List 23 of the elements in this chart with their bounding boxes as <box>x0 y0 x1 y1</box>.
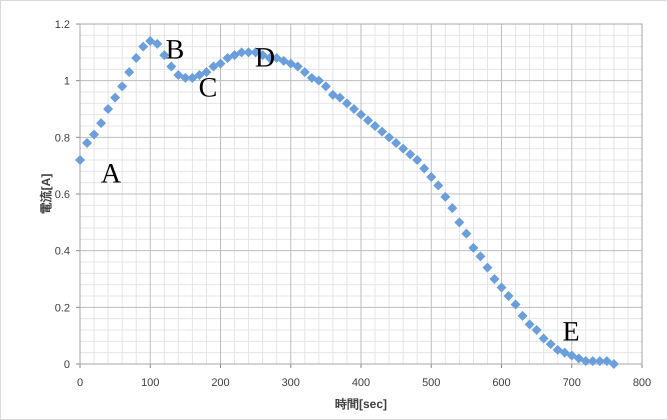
x-axis-title: 時間[sec] <box>334 397 388 411</box>
x-tick-label: 400 <box>352 377 370 389</box>
y-tick-label: 1.2 <box>54 19 70 31</box>
y-tick-label: 0.6 <box>54 189 70 201</box>
annotation: B <box>166 34 184 66</box>
x-tick-label: 700 <box>562 377 581 389</box>
y-tick-label: 0.2 <box>54 302 70 314</box>
x-tick-label: 200 <box>211 377 230 389</box>
x-tick-label: 0 <box>76 377 84 389</box>
y-tick-label: 0.4 <box>54 246 70 258</box>
y-axis-title: 電流[A] <box>39 174 53 214</box>
x-tick-label: 800 <box>632 377 652 389</box>
annotation: C <box>198 72 218 104</box>
annotation: E <box>562 316 580 348</box>
y-tick-label: 1 <box>64 76 70 88</box>
x-tick-label: 100 <box>141 377 160 389</box>
x-tick-label: 500 <box>422 377 440 389</box>
x-tick-label: 600 <box>492 377 511 389</box>
annotation: A <box>100 158 122 190</box>
annotation: D <box>254 42 276 74</box>
y-tick-label: 0.8 <box>54 132 70 144</box>
y-tick-label: 0 <box>64 359 70 371</box>
x-tick-label: 300 <box>282 377 300 389</box>
